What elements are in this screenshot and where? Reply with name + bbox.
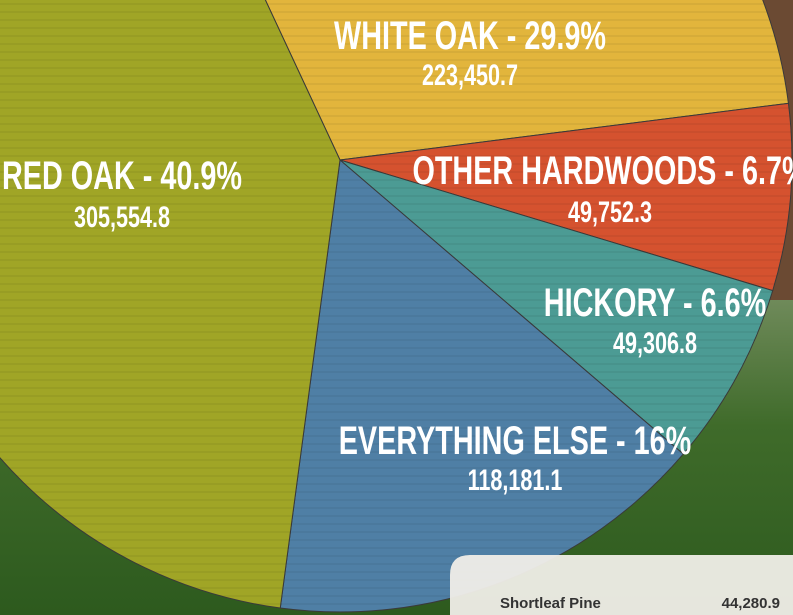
value-label: 223,450.7: [422, 57, 518, 91]
slice-label: HICKORY - 6.6%: [544, 280, 766, 325]
table-cell: 44,280.9: [722, 595, 780, 612]
slice-label: EVERYTHING ELSE - 16%: [339, 418, 692, 463]
chart: WHITE OAK - 29.9%223,450.7 OTHER HARDWOOD…: [0, 0, 793, 615]
value-label: 118,181.1: [468, 462, 563, 496]
slice-label: RED OAK - 40.9%: [2, 153, 242, 198]
page: WHITE OAK - 29.9%223,450.7 OTHER HARDWOOD…: [0, 0, 793, 615]
value-label: 305,554.8: [74, 199, 170, 233]
value-label: 49,306.8: [613, 325, 697, 359]
slice-label: OTHER HARDWOODS - 6.7%: [412, 148, 793, 193]
table-cell: Shortleaf Pine: [500, 595, 601, 612]
slice-label: WHITE OAK - 29.9%: [334, 13, 606, 58]
value-label: 49,752.3: [568, 194, 652, 228]
